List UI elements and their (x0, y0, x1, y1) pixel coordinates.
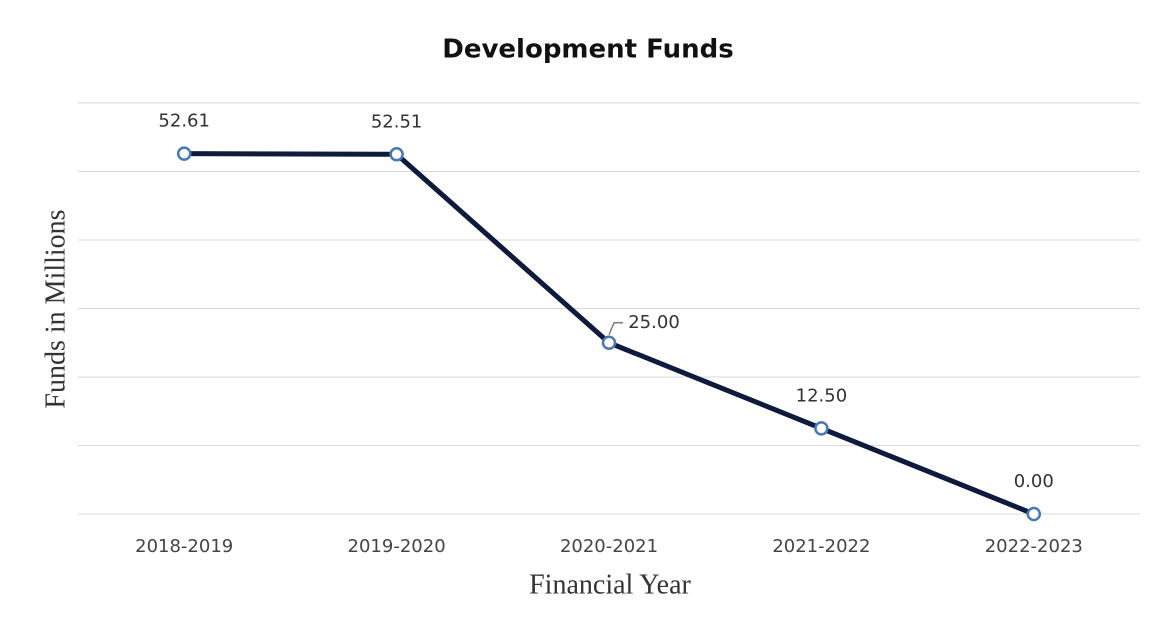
x-tick-label: 2018-2019 (135, 536, 233, 557)
marker (389, 147, 404, 162)
marker (176, 146, 192, 161)
x-tick-label: 2021-2022 (772, 536, 870, 557)
marker (601, 335, 617, 350)
data-label: 52.51 (371, 111, 423, 132)
x-tick-label: 2020-2021 (560, 536, 658, 557)
chart-title: Development Funds (442, 35, 733, 65)
leader-line (608, 322, 623, 335)
data-label: 52.61 (158, 111, 210, 132)
data-label: 25.00 (628, 312, 680, 333)
y-axis-title: Funds in Millions (40, 209, 71, 408)
marker (814, 421, 829, 436)
data-label: 0.00 (1014, 471, 1054, 492)
data-label: 12.50 (796, 385, 848, 406)
x-tick-label: 2022-2023 (985, 536, 1083, 557)
marker (1026, 506, 1042, 522)
x-axis-title: Financial Year (529, 569, 691, 600)
x-tick-label: 2019-2020 (348, 536, 446, 557)
